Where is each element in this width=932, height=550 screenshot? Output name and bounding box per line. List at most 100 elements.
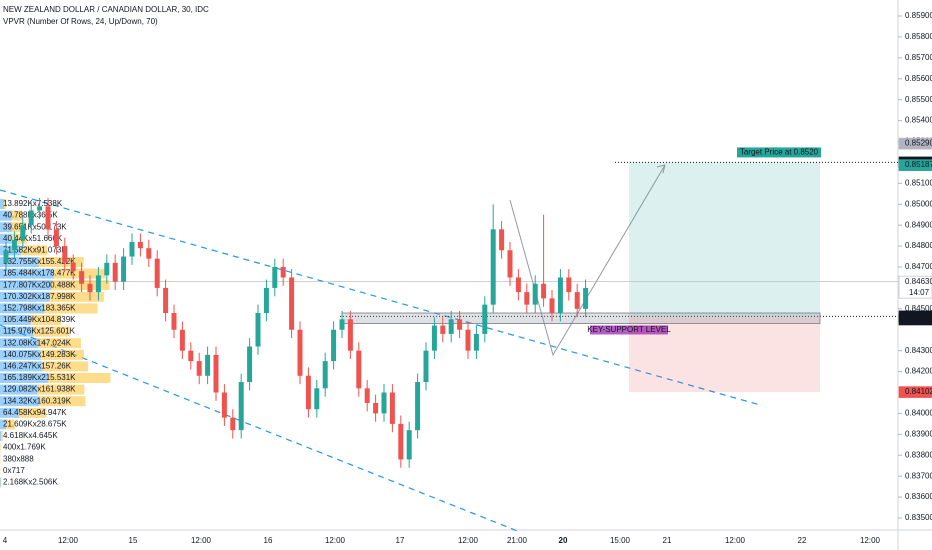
price-badge-label: 0.84102: [905, 387, 932, 396]
profile-down: [20, 245, 48, 256]
candle-body: [95, 275, 101, 293]
profile-label: 71.582Kx91.073K: [3, 246, 67, 255]
candle-body: [62, 246, 68, 263]
profile-label: 39.651Kx50.173K: [3, 222, 67, 231]
profile-up: [0, 326, 34, 337]
candle-body: [280, 267, 286, 278]
candle-body: [171, 313, 177, 330]
candle-body: [356, 350, 362, 389]
symbol-title: NEW ZEALAND DOLLAR / CANADIAN DOLLAR, 30…: [3, 5, 209, 14]
candle-body: [465, 329, 471, 351]
profile-up: [0, 407, 19, 418]
candle-body: [431, 325, 437, 351]
price-label: 0.84000: [905, 409, 932, 418]
profile-down: [44, 303, 98, 314]
profile-down: [38, 257, 84, 267]
candle-body: [20, 225, 26, 240]
candle-body: [154, 258, 160, 288]
candle-body: [121, 256, 127, 282]
candle-body: [457, 319, 463, 330]
candle-body: [373, 402, 379, 414]
profile-down: [30, 315, 61, 325]
time-label: 15: [129, 536, 138, 545]
profile-up: [0, 338, 39, 349]
candle-body: [196, 361, 202, 376]
candle-body: [112, 262, 118, 282]
price-label: 0.84800: [905, 241, 932, 250]
candle-body: [532, 283, 538, 305]
price-label: 0.83500: [905, 513, 932, 522]
time-label: 12:00: [58, 536, 79, 545]
profile-down: [0, 442, 1, 453]
time-label: 12:00: [860, 536, 881, 545]
price-label: 0.83900: [905, 429, 932, 438]
candle-body: [87, 283, 93, 293]
candle-body: [448, 319, 454, 334]
candle-body: [230, 417, 236, 431]
candle-body: [423, 350, 429, 383]
profile-label: 132.08Kx147.024K: [3, 338, 72, 347]
profile-up: [0, 373, 48, 383]
candle-body: [574, 292, 580, 309]
price-label: 0.85100: [905, 178, 932, 187]
profit-zone: [629, 162, 820, 317]
candle-body: [440, 325, 446, 334]
profile-down: [49, 291, 104, 302]
profile-down: [0, 477, 2, 488]
candle-body: [347, 319, 353, 351]
candle-body: [331, 329, 337, 362]
profile-down: [4, 199, 7, 209]
profile-down: [51, 280, 110, 291]
candle-body: [70, 262, 76, 272]
profile-up: [0, 280, 52, 291]
candle-body: [79, 271, 85, 284]
candle-body: [339, 319, 345, 330]
price-label: 0.85000: [905, 199, 932, 208]
profile-label: 2.168Kx2.506K: [3, 478, 58, 487]
profile-down: [37, 384, 85, 395]
time-label: 21: [663, 536, 672, 545]
profile-label: 64.458Kx94.947K: [3, 408, 67, 417]
profile-label: 40.44Kx51.666K: [3, 234, 63, 243]
candle-body: [37, 206, 43, 211]
candle-body: [272, 267, 278, 288]
candle-body: [515, 277, 521, 293]
price-label: 0.85800: [905, 32, 932, 41]
profile-label: 380x888: [3, 454, 34, 463]
price-label: 0.84900: [905, 220, 932, 229]
candle-body: [524, 292, 530, 305]
price-badge: [898, 137, 932, 150]
target-label-box: [737, 147, 821, 158]
profile-up: [0, 303, 45, 314]
profile-up: [0, 419, 7, 430]
profile-label: 4.618Kx4.645K: [3, 431, 58, 440]
profile-label: 21.609Kx28.675K: [3, 420, 67, 429]
countdown: 14:07: [909, 288, 930, 297]
candle-body: [549, 298, 555, 314]
profile-down: [33, 326, 71, 337]
candle-body: [482, 304, 488, 334]
profile-label: 105.449Kx104.839K: [3, 315, 76, 324]
support-zone: [341, 312, 821, 324]
candle-body: [213, 354, 219, 393]
candle-body: [11, 239, 17, 251]
price-label: 0.85400: [905, 116, 932, 125]
candle-body: [499, 229, 505, 251]
candle-body: [398, 423, 404, 460]
profile-up: [0, 384, 38, 395]
profile-label: 0x717: [3, 466, 25, 475]
price-label: 0.84500: [905, 304, 932, 313]
candle-body: [305, 375, 311, 410]
candle-body: [3, 250, 9, 263]
candle-body: [179, 329, 185, 351]
price-label: 0.83700: [905, 471, 932, 480]
time-label: 12:00: [191, 536, 212, 545]
target-label: Target Price at 0.8520: [740, 148, 819, 157]
profile-label: 146.247Kx157.26K: [3, 362, 72, 371]
time-label: 12:00: [325, 536, 346, 545]
candle-body: [557, 277, 563, 314]
profile-label: 177.807Kx200.488K: [3, 280, 76, 289]
time-label: 12:00: [725, 536, 746, 545]
profile-label: 129.082Kx161.938K: [3, 385, 76, 394]
profile-label: 170.302Kx187.998K: [3, 292, 76, 301]
